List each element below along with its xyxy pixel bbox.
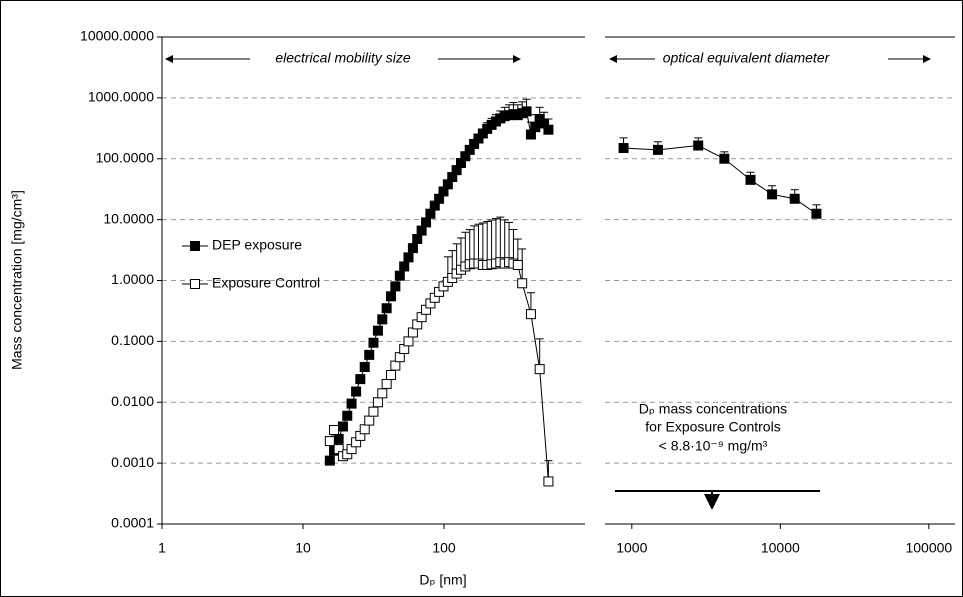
data-point — [390, 360, 401, 371]
y-tick-label: 0.1000 — [111, 332, 154, 348]
data-point — [337, 421, 348, 432]
data-point — [364, 415, 375, 426]
data-point — [346, 398, 357, 409]
data-point — [394, 352, 405, 363]
y-tick-label: 10000.0000 — [80, 28, 154, 44]
data-point — [530, 122, 541, 133]
data-point — [359, 361, 370, 372]
data-point — [693, 140, 704, 151]
note: for Exposure Controls — [645, 419, 780, 435]
data-point — [517, 278, 528, 289]
data-point — [745, 174, 756, 185]
x-tick-label: 100000 — [905, 540, 952, 556]
data-point — [368, 337, 379, 348]
annotation: optical equivalent diameter — [663, 50, 831, 66]
x-axis-label: Dₚ [nm] — [419, 572, 466, 588]
data-point — [359, 424, 370, 435]
data-point — [372, 397, 383, 408]
x-tick-label: 100 — [432, 540, 456, 556]
data-point — [324, 436, 335, 447]
data-point — [377, 388, 388, 399]
y-tick-label: 0.0010 — [111, 454, 154, 470]
data-point — [351, 386, 362, 397]
annotation: electrical mobility size — [275, 50, 411, 66]
data-point — [412, 234, 423, 245]
y-tick-label: 0.0100 — [111, 393, 154, 409]
data-point — [407, 243, 418, 254]
data-point — [421, 217, 432, 228]
data-point — [512, 259, 523, 270]
data-point — [719, 153, 730, 164]
data-point — [364, 349, 375, 360]
legend-label: Exposure Control — [212, 275, 320, 291]
note: < 8.8·10⁻⁹ mg/m³ — [659, 438, 768, 454]
data-point — [355, 374, 366, 385]
y-axis-label: Mass concentration [mg/cm³] — [9, 190, 25, 370]
note: Dₚ mass concentrations — [639, 401, 787, 417]
data-point — [377, 314, 388, 325]
legend-label: DEP exposure — [212, 237, 302, 253]
data-point — [403, 336, 414, 347]
data-point — [372, 325, 383, 336]
data-point — [543, 476, 554, 487]
y-tick-label: 1000.0000 — [88, 89, 154, 105]
data-point — [342, 410, 353, 421]
data-point — [652, 144, 663, 155]
data-point — [381, 378, 392, 389]
x-tick-label: 10000 — [761, 540, 800, 556]
data-point — [324, 455, 335, 466]
y-tick-label: 100.0000 — [96, 149, 155, 165]
data-point — [399, 261, 410, 272]
data-point — [534, 364, 545, 375]
data-point — [416, 225, 427, 236]
y-tick-label: 10.0000 — [103, 210, 154, 226]
data-point — [386, 370, 397, 381]
data-point — [521, 106, 532, 117]
data-point — [394, 270, 405, 281]
data-point — [811, 208, 822, 219]
legend-marker — [190, 279, 200, 289]
data-point — [543, 124, 554, 135]
data-point — [403, 252, 414, 263]
x-tick-label: 1000 — [616, 540, 647, 556]
x-tick-label: 10 — [295, 540, 311, 556]
y-tick-label: 1.0000 — [111, 271, 154, 287]
data-point — [368, 406, 379, 417]
data-point — [525, 309, 536, 320]
legend-marker — [190, 241, 200, 251]
data-point — [381, 303, 392, 314]
x-tick-label: 1 — [158, 540, 166, 556]
data-point — [329, 425, 340, 436]
data-point — [386, 291, 397, 302]
data-point — [789, 193, 800, 204]
data-point — [390, 281, 401, 292]
data-point — [618, 143, 629, 154]
data-point — [767, 189, 778, 200]
y-tick-label: 0.0001 — [111, 515, 154, 531]
